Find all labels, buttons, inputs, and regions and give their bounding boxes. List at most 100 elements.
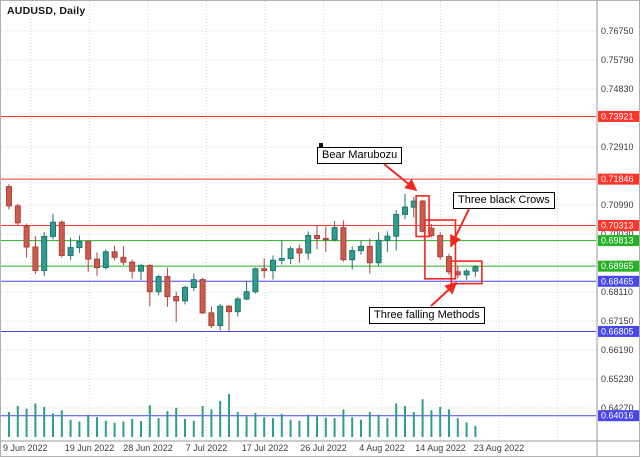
volume-bar bbox=[254, 412, 257, 437]
date-label: 9 Jun 2022 bbox=[3, 443, 48, 453]
price-tick-label: 0.64270 bbox=[601, 403, 634, 413]
candle-body bbox=[102, 251, 109, 269]
volume-bar bbox=[404, 406, 406, 437]
volume-bar bbox=[280, 413, 283, 437]
price-level-badge bbox=[598, 110, 639, 122]
price-tick-label: 0.70990 bbox=[601, 200, 634, 210]
candle-body bbox=[419, 200, 426, 232]
volume-bar bbox=[430, 410, 433, 437]
date-label: 23 Aug 2022 bbox=[474, 443, 525, 453]
volume-bar bbox=[148, 405, 151, 437]
date-label: 28 Jun 2022 bbox=[123, 443, 173, 453]
volume-bar bbox=[439, 406, 442, 437]
volume-bar bbox=[368, 412, 371, 437]
candle-body bbox=[199, 279, 206, 314]
date-label: 26 Jul 2022 bbox=[300, 443, 347, 453]
price-level-badge-label: 0.66805 bbox=[601, 326, 634, 336]
volume-bar bbox=[333, 418, 336, 437]
annotation-three-black-crows[interactable]: Three black Crows bbox=[453, 192, 555, 209]
volume-bar bbox=[395, 403, 398, 437]
candle-body bbox=[331, 227, 338, 241]
candle-body bbox=[85, 241, 92, 260]
candle-body bbox=[32, 246, 39, 272]
candle-body bbox=[375, 239, 382, 264]
candle-body bbox=[261, 268, 268, 272]
annotation-bear-marubozu[interactable]: Bear Marubozu bbox=[317, 143, 403, 164]
candle-body bbox=[243, 291, 250, 300]
candle-body bbox=[314, 235, 320, 240]
annotation-arrow[interactable] bbox=[383, 163, 418, 192]
volume-bar bbox=[52, 413, 54, 437]
price-tick-label: 0.74830 bbox=[601, 84, 634, 94]
candle-body bbox=[217, 305, 224, 327]
volume-bar bbox=[25, 408, 28, 437]
candle-body bbox=[296, 248, 303, 254]
pattern-box-three-black-crows[interactable] bbox=[424, 219, 457, 280]
volume-bar bbox=[184, 418, 186, 437]
volume-bar bbox=[298, 420, 301, 437]
candle-body bbox=[278, 257, 285, 261]
date-label: 14 Aug 2022 bbox=[415, 443, 466, 453]
volume-bar bbox=[465, 422, 468, 437]
volume-bar bbox=[245, 416, 248, 437]
price-level-badge-label: 0.69813 bbox=[601, 236, 634, 246]
candle-body bbox=[287, 248, 294, 259]
candle-body bbox=[164, 276, 171, 298]
pattern-box-bear-marubozu[interactable] bbox=[415, 195, 430, 238]
price-tick-label: 0.65230 bbox=[601, 374, 634, 384]
candle-body bbox=[463, 270, 470, 276]
candle-body bbox=[58, 221, 65, 256]
volume-bar bbox=[43, 406, 46, 437]
candle-body bbox=[120, 256, 127, 263]
candle-body bbox=[190, 279, 197, 288]
candle-body bbox=[76, 241, 83, 249]
candle-body bbox=[138, 264, 144, 272]
price-level-badge bbox=[598, 275, 639, 287]
volume-bar bbox=[78, 421, 81, 437]
price-level-badge bbox=[598, 219, 639, 231]
price-level-badge bbox=[598, 173, 639, 185]
candle-body bbox=[173, 296, 180, 302]
candle-body bbox=[14, 205, 21, 224]
price-tick-label: 0.76750 bbox=[601, 26, 634, 36]
candle-body bbox=[358, 245, 364, 252]
volume-bar bbox=[272, 418, 274, 437]
volume-bar bbox=[412, 412, 415, 437]
candle-body bbox=[384, 235, 391, 241]
price-tick-label: 0.72910 bbox=[601, 142, 634, 152]
candle-body bbox=[252, 268, 259, 293]
candle-body bbox=[41, 235, 48, 272]
candle-body bbox=[349, 250, 356, 261]
price-level-badge-label: 0.68465 bbox=[601, 276, 634, 286]
price-level-badge bbox=[598, 325, 639, 337]
date-label: 7 Jul 2022 bbox=[186, 443, 228, 453]
volume-bar bbox=[386, 418, 389, 437]
candle-body bbox=[208, 312, 215, 327]
price-level-badge-label: 0.70313 bbox=[601, 220, 634, 230]
pattern-box-three-falling-methods[interactable] bbox=[450, 260, 483, 285]
price-level-badge bbox=[598, 260, 639, 272]
volume-bar bbox=[289, 419, 292, 437]
volume-bar bbox=[360, 419, 362, 437]
volume-bar bbox=[228, 394, 230, 437]
volume-bar bbox=[351, 417, 354, 437]
annotation-three-falling-methods[interactable]: Three falling Methods bbox=[369, 307, 485, 324]
volume-bar bbox=[192, 420, 195, 437]
volume-bar bbox=[421, 399, 424, 437]
annotation-arrow[interactable] bbox=[450, 208, 470, 248]
price-level-badge-label: 0.73921 bbox=[601, 111, 634, 121]
volume-bar bbox=[307, 414, 310, 437]
candle-body bbox=[270, 259, 276, 272]
candle-body bbox=[402, 206, 408, 215]
annotation-arrow[interactable] bbox=[430, 281, 458, 307]
volume-bar bbox=[201, 406, 204, 437]
candle-body bbox=[322, 238, 329, 241]
candle-body bbox=[67, 247, 74, 256]
price-tick-label: 0.67150 bbox=[601, 316, 634, 326]
volume-bar bbox=[8, 412, 10, 437]
volume-bar bbox=[140, 421, 142, 437]
volume-bar bbox=[324, 417, 327, 437]
volume-bar bbox=[166, 411, 169, 437]
